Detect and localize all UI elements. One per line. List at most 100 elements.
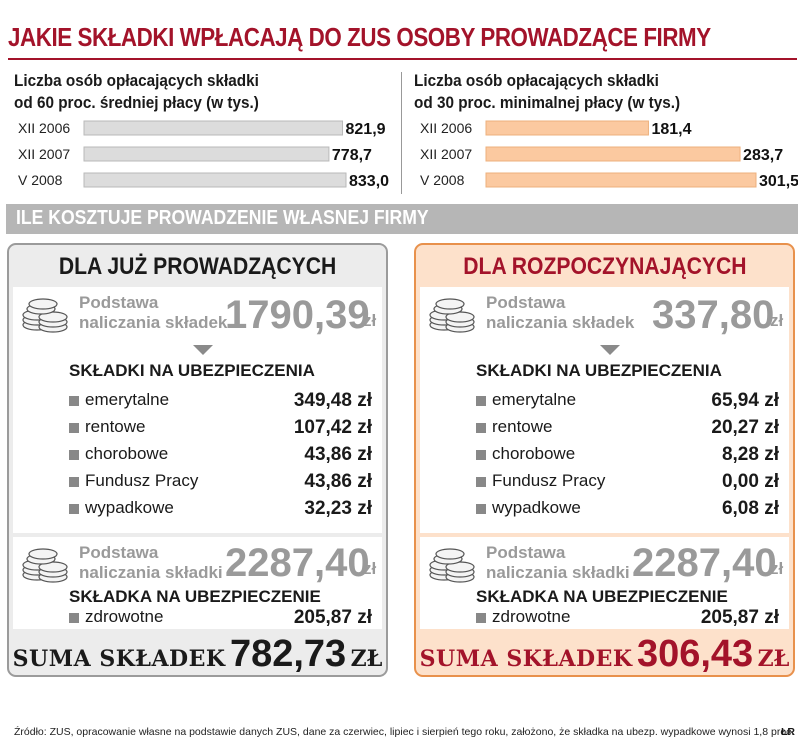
base-label-line1: Podstawa [79, 293, 159, 312]
category-label: XII 2006 [420, 120, 472, 136]
health-heading: SKŁADKA NA UBEZPIECZENIE [69, 587, 321, 606]
base-unit: zł [770, 311, 784, 330]
panel-new-social: Podstawa naliczania składek 337,80 zł SK… [420, 287, 789, 533]
sum-unit: ZŁ [757, 646, 790, 672]
item-label: zdrowotne [492, 607, 571, 626]
base-label-line2: naliczania składek [486, 313, 635, 332]
chart-1-title-line2: od 60 proc. średniej płacy (w tys.) [14, 93, 259, 112]
base-label-line1: Podstawa [79, 543, 159, 562]
coins-icon [429, 548, 475, 583]
item-label: Fundusz Pracy [492, 471, 606, 490]
base-label-line2: naliczania składki [486, 563, 630, 582]
base-label-line1: Podstawa [486, 543, 566, 562]
chart-divider [401, 72, 402, 194]
list-item: zdrowotne 205,87 zł [476, 607, 779, 629]
bullet-square-icon [69, 613, 79, 623]
chart-1-title-line1: Liczba osób opłacających składki [14, 71, 259, 90]
base-unit: zł [363, 559, 377, 578]
base-value: 2287,40 [225, 541, 370, 585]
panel-new-health: Podstawa naliczania składki 2287,40 zł S… [420, 537, 789, 629]
item-value: 43,86 zł [304, 444, 372, 465]
panel-existing-health: Podstawa naliczania składki 2287,40 zł S… [13, 537, 382, 629]
sum-label: SUMA SKŁADEK [12, 646, 226, 672]
arrow-down-icon [600, 345, 620, 355]
bullet-square-icon [69, 450, 79, 460]
section-title: ILE KOSZTUJE PROWADZENIE WŁASNEJ FIRMY [16, 207, 429, 229]
item-label: rentowe [85, 417, 146, 436]
value-label: 283,7 [743, 147, 783, 164]
source-note: Źródło: ZUS, opracowanie własne na podst… [14, 726, 795, 738]
base-value: 337,80 [652, 293, 775, 337]
bar [485, 146, 741, 162]
item-value: 6,08 zł [721, 498, 779, 519]
value-label: 778,7 [332, 147, 372, 164]
item-label: zdrowotne [85, 607, 164, 626]
section-band: ILE KOSZTUJE PROWADZENIE WŁASNEJ FIRMY [6, 204, 798, 234]
list-item: chorobowe 43,86 zł [69, 444, 372, 466]
item-value: 20,27 zł [711, 417, 779, 438]
bullet-square-icon [476, 423, 486, 433]
sum-row: SUMA SKŁADEK 306,43 ZŁ [416, 633, 793, 675]
chart-1-title: Liczba osób opłacających składki od 60 p… [14, 70, 259, 114]
coins-icon [22, 298, 68, 333]
category-label: V 2008 [18, 172, 63, 188]
base-label-line1: Podstawa [486, 293, 566, 312]
panel-existing-heading-text: DLA JUŻ PROWADZĄCYCH [58, 253, 337, 280]
value-label: 181,4 [651, 121, 691, 138]
item-value: 43,86 zł [304, 471, 372, 492]
item-label: wypadkowe [492, 498, 581, 517]
list-item: Fundusz Pracy 43,86 zł [69, 471, 372, 493]
bullet-square-icon [69, 396, 79, 406]
base-label: Podstawa naliczania składki [486, 543, 630, 583]
item-value: 65,94 zł [711, 390, 779, 411]
base-label: Podstawa naliczania składek [486, 293, 634, 333]
main-title: JAKIE SKŁADKI WPŁACAJĄ DO ZUS OSOBY PROW… [8, 22, 711, 52]
list-item: zdrowotne 205,87 zł [69, 607, 372, 629]
base-unit: zł [363, 311, 377, 330]
arrow-down-icon [193, 345, 213, 355]
bullet-square-icon [69, 423, 79, 433]
category-label: XII 2007 [18, 146, 70, 162]
list-item: emerytalne 65,94 zł [476, 390, 779, 412]
base-unit: zł [770, 559, 784, 578]
base-label-line2: naliczania składek [79, 313, 228, 332]
bar [83, 146, 330, 162]
item-value: 8,28 zł [721, 444, 779, 465]
panel-new-heading-text: DLA ROZPOCZYNAJĄCYCH [462, 253, 747, 280]
sum-value: 782,73 [229, 633, 347, 675]
panel-new: DLA ROZPOCZYNAJĄCYCH Podstawa naliczania… [414, 243, 795, 677]
sum-row: SUMA SKŁADEK 782,73 ZŁ [9, 633, 386, 675]
bullet-square-icon [476, 613, 486, 623]
bullet-square-icon [476, 396, 486, 406]
bar [83, 172, 347, 188]
insurance-heading: SKŁADKI NA UBEZPIECZENIA [69, 361, 315, 380]
category-label: V 2008 [420, 172, 465, 188]
bullet-square-icon [69, 477, 79, 487]
list-item: wypadkowe 32,23 zł [69, 498, 372, 520]
value-label: 301,5 [759, 173, 798, 190]
list-item: wypadkowe 6,08 zł [476, 498, 779, 520]
base-value: 2287,40 [632, 541, 777, 585]
item-value: 205,87 zł [293, 607, 372, 628]
item-label: emerytalne [85, 390, 170, 409]
item-label: Fundusz Pracy [85, 471, 199, 490]
item-label: emerytalne [492, 390, 577, 409]
list-item: rentowe 20,27 zł [476, 417, 779, 439]
bullet-square-icon [476, 477, 486, 487]
chart-1-bars: XII 2006 821,9 XII 2007 778,7 V 2008 833,0 [18, 120, 389, 190]
base-label: Podstawa naliczania składki [79, 543, 223, 583]
base-label: Podstawa naliczania składek [79, 293, 227, 333]
item-value: 0,00 zł [721, 471, 779, 492]
item-label: chorobowe [85, 444, 169, 463]
bullet-square-icon [476, 450, 486, 460]
panel-new-heading: DLA ROZPOCZYNAJĄCYCH [416, 253, 793, 281]
chart-2-title-line2: od 30 proc. minimalnej płacy (w tys.) [414, 93, 681, 112]
coins-icon [429, 298, 475, 333]
sum-value: 306,43 [636, 633, 754, 675]
bullet-square-icon [69, 504, 79, 514]
coins-icon [22, 548, 68, 583]
panel-existing-heading: DLA JUŻ PROWADZĄCYCH [9, 253, 386, 281]
bullet-square-icon [476, 504, 486, 514]
bar [485, 120, 649, 136]
item-value: 205,87 zł [700, 607, 779, 628]
